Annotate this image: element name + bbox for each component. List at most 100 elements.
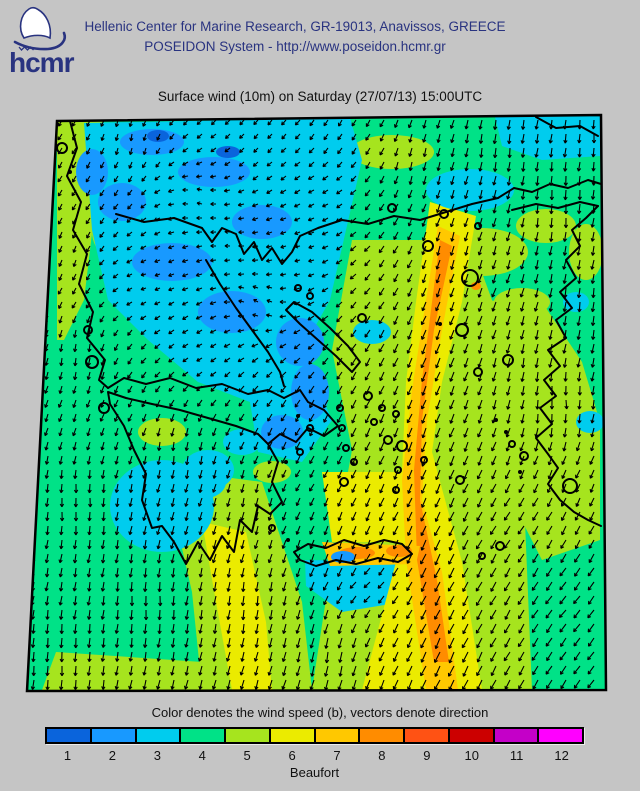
wind-speed-patch-b5 <box>569 224 603 280</box>
coastline <box>535 116 599 137</box>
map-area <box>27 115 606 691</box>
island <box>296 448 304 456</box>
header-text: Hellenic Center for Marine Research, GR-… <box>72 17 518 57</box>
island <box>68 170 72 174</box>
wind-speed-patch-b5 <box>253 461 291 483</box>
wind-speed-patch-b3 <box>353 320 391 344</box>
wind-speed-patch-b8 <box>471 282 481 290</box>
island <box>83 325 93 335</box>
logo-waves-icon <box>18 46 34 51</box>
beaufort-number-8: 8 <box>378 748 386 763</box>
wind-speed-patch-b3 <box>576 411 604 433</box>
wind-speed-patch-b3 <box>426 169 514 211</box>
beaufort-number-4: 4 <box>198 748 206 763</box>
island <box>439 209 449 219</box>
island <box>357 313 367 323</box>
map-title: Surface wind (10m) on Saturday (27/07/13… <box>157 89 483 104</box>
wind-speed-patch-b2 <box>178 157 250 187</box>
island <box>562 478 578 494</box>
wind-speed-patch-b2 <box>276 318 324 366</box>
beaufort-number-1: 1 <box>63 748 72 763</box>
logo-wordmark: hcmr <box>9 47 75 78</box>
island <box>461 269 479 287</box>
beaufort-number-12: 12 <box>554 748 569 763</box>
header-line-institute: Hellenic Center for Marine Research, GR-… <box>84 19 506 34</box>
legend-caption: Color denotes the wind speed (b), vector… <box>151 705 489 720</box>
wind-speed-patch-b5 <box>516 209 576 243</box>
wind-speed-patch-b3 <box>563 292 589 312</box>
beaufort-number-5: 5 <box>243 748 251 763</box>
island <box>363 391 373 401</box>
island <box>478 552 486 560</box>
island <box>455 475 465 485</box>
island <box>284 460 288 464</box>
beaufort-cell-8 <box>360 729 405 742</box>
beaufort-cell-10 <box>449 729 495 742</box>
island <box>56 142 68 154</box>
wind-speed-patch-b5 <box>138 418 186 446</box>
wind-speed-patch-b3 <box>223 429 261 455</box>
island <box>504 430 508 434</box>
island <box>370 418 378 426</box>
wind-speed-patch-b2 <box>198 291 266 333</box>
island <box>350 458 358 466</box>
island <box>85 355 99 369</box>
wind-speed-patch-b6 <box>322 472 422 542</box>
beaufort-cell-4 <box>181 729 226 742</box>
island <box>306 424 314 432</box>
beaufort-axis-label: Beaufort <box>289 765 340 780</box>
wind-speed-patch-b2 <box>232 205 292 239</box>
beaufort-cell-7 <box>315 729 361 742</box>
logo-sail-icon <box>19 6 52 40</box>
beaufort-cell-1 <box>47 729 92 742</box>
island <box>396 440 408 452</box>
beaufort-cell-3 <box>136 729 182 742</box>
coastline <box>107 377 285 399</box>
island <box>383 435 393 445</box>
island <box>339 477 349 487</box>
beaufort-number-3: 3 <box>153 748 161 763</box>
island <box>98 402 110 414</box>
coastline <box>511 201 599 211</box>
wind-speed-patch-b1 <box>147 130 169 142</box>
wind-speed-patch-b7 <box>402 226 460 690</box>
wind-speed-patch-b5 <box>42 652 212 690</box>
beaufort-number-7: 7 <box>333 748 341 763</box>
beaufort-number-2: 2 <box>108 748 116 763</box>
island <box>338 424 346 432</box>
island <box>394 466 402 474</box>
wind-speed-patch-b2 <box>76 149 108 195</box>
beaufort-cell-11 <box>494 729 540 742</box>
coastline <box>267 389 339 445</box>
beaufort-cell-12 <box>539 729 582 742</box>
island <box>268 524 276 532</box>
coastline <box>285 301 361 373</box>
beaufort-number-6: 6 <box>288 748 296 763</box>
hcmr-logo: hcmr <box>9 6 76 78</box>
island <box>519 451 529 461</box>
island <box>518 470 522 474</box>
beaufort-cell-5 <box>226 729 271 742</box>
wind-speed-patch-b6 <box>202 522 272 690</box>
wind-speed-patch-b2 <box>98 183 146 221</box>
island <box>342 444 350 452</box>
coastline <box>115 197 499 265</box>
wind-speed-patch-b2 <box>132 243 212 281</box>
map-border <box>25 113 608 693</box>
beaufort-cell-2 <box>91 729 137 742</box>
wind-speed-patch-b5 <box>350 135 434 169</box>
island <box>422 240 434 252</box>
header-line-poseidon-url: POSEIDON System - http://www.poseidon.hc… <box>144 39 446 54</box>
beaufort-number-10: 10 <box>464 748 479 763</box>
island <box>392 410 400 418</box>
beaufort-colorbar <box>45 727 584 744</box>
beaufort-number-11: 11 <box>509 748 524 763</box>
island <box>286 538 290 542</box>
beaufort-tick-labels: 1 2 3 4 5 6 7 8 9 10 11 12 <box>45 748 584 763</box>
island <box>306 292 314 300</box>
wind-speed-patch-b8 <box>414 240 452 662</box>
coastline <box>205 259 285 387</box>
beaufort-cell-6 <box>270 729 316 742</box>
beaufort-cell-9 <box>405 729 450 742</box>
